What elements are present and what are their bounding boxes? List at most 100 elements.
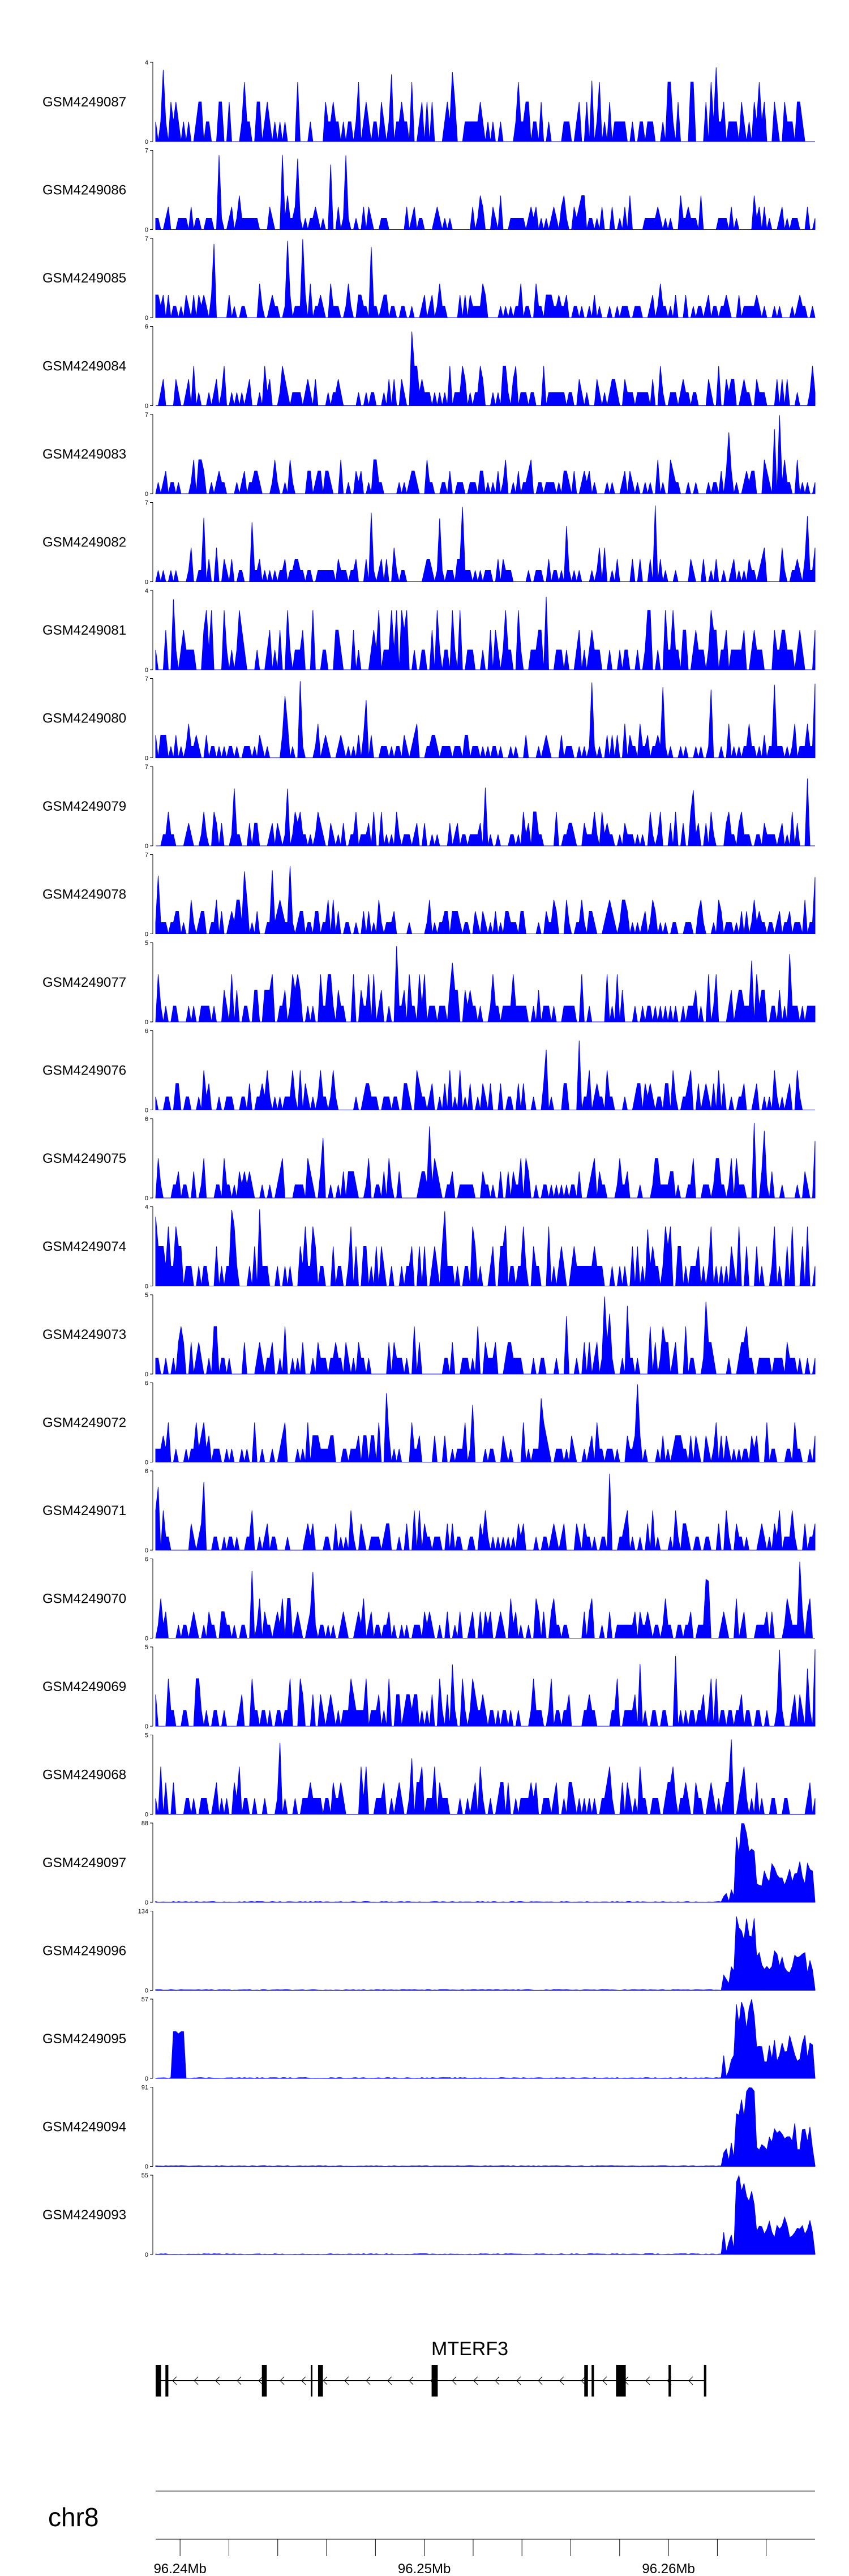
coverage-area: [155, 866, 816, 934]
coverage-area: [155, 155, 816, 230]
y-max-label: 88: [142, 1820, 148, 1827]
track-label: GSM4249081: [42, 623, 126, 638]
strand-arrow: [194, 2376, 199, 2385]
strand-arrow: [645, 2376, 650, 2385]
y-max-label: 7: [145, 764, 148, 771]
strand-arrow: [495, 2376, 500, 2385]
coverage-area: [155, 1916, 816, 1991]
coverage-area: [155, 1123, 816, 1199]
y-max-label: 134: [138, 1909, 148, 1915]
strand-arrow: [602, 2376, 607, 2385]
y-min-label: 0: [145, 1988, 148, 1995]
strand-arrow: [258, 2376, 263, 2385]
y-max-label: 91: [142, 2085, 148, 2091]
strand-arrow: [688, 2376, 693, 2385]
y-max-label: 7: [145, 852, 148, 859]
coverage-area: [155, 1040, 815, 1110]
y-max-label: 7: [145, 148, 148, 155]
strand-arrow: [172, 2376, 177, 2385]
exon: [165, 2365, 169, 2397]
exon: [156, 2365, 161, 2397]
track-label: GSM4249086: [42, 183, 126, 198]
coverage-area: [155, 1296, 816, 1375]
track-label: GSM4249087: [42, 95, 126, 110]
chromosome-label: chr8: [48, 2502, 98, 2532]
strand-arrow: [538, 2376, 543, 2385]
track-label: GSM4249096: [42, 1944, 126, 1959]
strand-arrow: [215, 2376, 220, 2385]
y-min-label: 0: [145, 1723, 148, 1730]
coverage-area: [155, 415, 816, 494]
strand-arrow: [473, 2376, 478, 2385]
y-max-label: 6: [145, 1380, 148, 1387]
track-label: GSM4249084: [42, 359, 126, 374]
y-max-label: 5: [145, 940, 148, 947]
coverage-area: [156, 778, 815, 846]
strand-arrow: [409, 2376, 414, 2385]
y-min-label: 0: [145, 2252, 148, 2258]
y-min-label: 0: [145, 2076, 148, 2082]
track-label: GSM4249076: [42, 1063, 126, 1079]
y-max-label: 7: [145, 412, 148, 418]
coverage-area: [155, 67, 815, 142]
exon: [704, 2365, 706, 2397]
exon: [616, 2365, 626, 2397]
track-label: GSM4249078: [42, 887, 126, 902]
y-min-label: 0: [145, 931, 148, 938]
track-label: GSM4249095: [42, 2031, 126, 2047]
y-min-label: 0: [145, 1283, 148, 1290]
strand-arrow: [301, 2376, 306, 2385]
strand-arrow: [516, 2376, 521, 2385]
y-max-label: 5: [145, 1292, 148, 1299]
coverage-area: [155, 2174, 816, 2255]
exon: [431, 2365, 438, 2397]
y-min-label: 0: [145, 1460, 148, 1466]
coverage-area: [155, 1823, 816, 1903]
track-label: GSM4249094: [42, 2120, 126, 2135]
coverage-area: [155, 681, 816, 758]
track-label: GSM4249075: [42, 1151, 126, 1166]
y-max-label: 6: [145, 1028, 148, 1035]
coverage-area: [155, 1384, 816, 1462]
y-max-label: 7: [145, 500, 148, 507]
track-label: GSM4249079: [42, 799, 126, 814]
coverage-area: [155, 946, 816, 1022]
y-max-label: 5: [145, 1644, 148, 1651]
y-max-label: 7: [145, 676, 148, 683]
exon: [318, 2365, 323, 2397]
coverage-area: [155, 597, 816, 670]
track-label: GSM4249069: [42, 1679, 126, 1694]
strand-arrow: [344, 2376, 349, 2385]
track-label: GSM4249073: [42, 1327, 126, 1342]
y-max-label: 4: [145, 1204, 148, 1211]
y-max-label: 5: [145, 1732, 148, 1739]
strand-arrow: [323, 2376, 328, 2385]
strand-arrow: [559, 2376, 564, 2385]
exon: [668, 2365, 671, 2397]
exon: [584, 2365, 588, 2397]
strand-arrow: [387, 2376, 392, 2385]
y-min-label: 0: [145, 1812, 148, 1818]
track-label: GSM4249068: [42, 1768, 126, 1783]
y-min-label: 0: [145, 1547, 148, 1554]
y-min-label: 0: [145, 667, 148, 674]
coverage-area: [155, 1739, 816, 1815]
track-label: GSM4249074: [42, 1239, 126, 1255]
track-label: GSM4249093: [42, 2207, 126, 2223]
coverage-area: [155, 1649, 816, 1727]
coverage-area: [155, 1474, 816, 1551]
y-min-label: 0: [145, 1195, 148, 1202]
track-label: GSM4249097: [42, 1855, 126, 1871]
y-max-label: 55: [142, 2172, 148, 2179]
y-max-label: 57: [142, 1996, 148, 2003]
track-label: GSM4249085: [42, 271, 126, 286]
strand-arrow: [452, 2376, 457, 2385]
strand-arrow: [237, 2376, 242, 2385]
y-min-label: 0: [145, 2164, 148, 2171]
axis-tick-label: 96.26Mb: [642, 2561, 694, 2576]
y-min-label: 0: [145, 843, 148, 850]
strand-arrow: [280, 2376, 285, 2385]
coverage-area: [155, 239, 816, 318]
y-min-label: 0: [145, 1371, 148, 1378]
axis-tick-label: 96.25Mb: [398, 2561, 451, 2576]
